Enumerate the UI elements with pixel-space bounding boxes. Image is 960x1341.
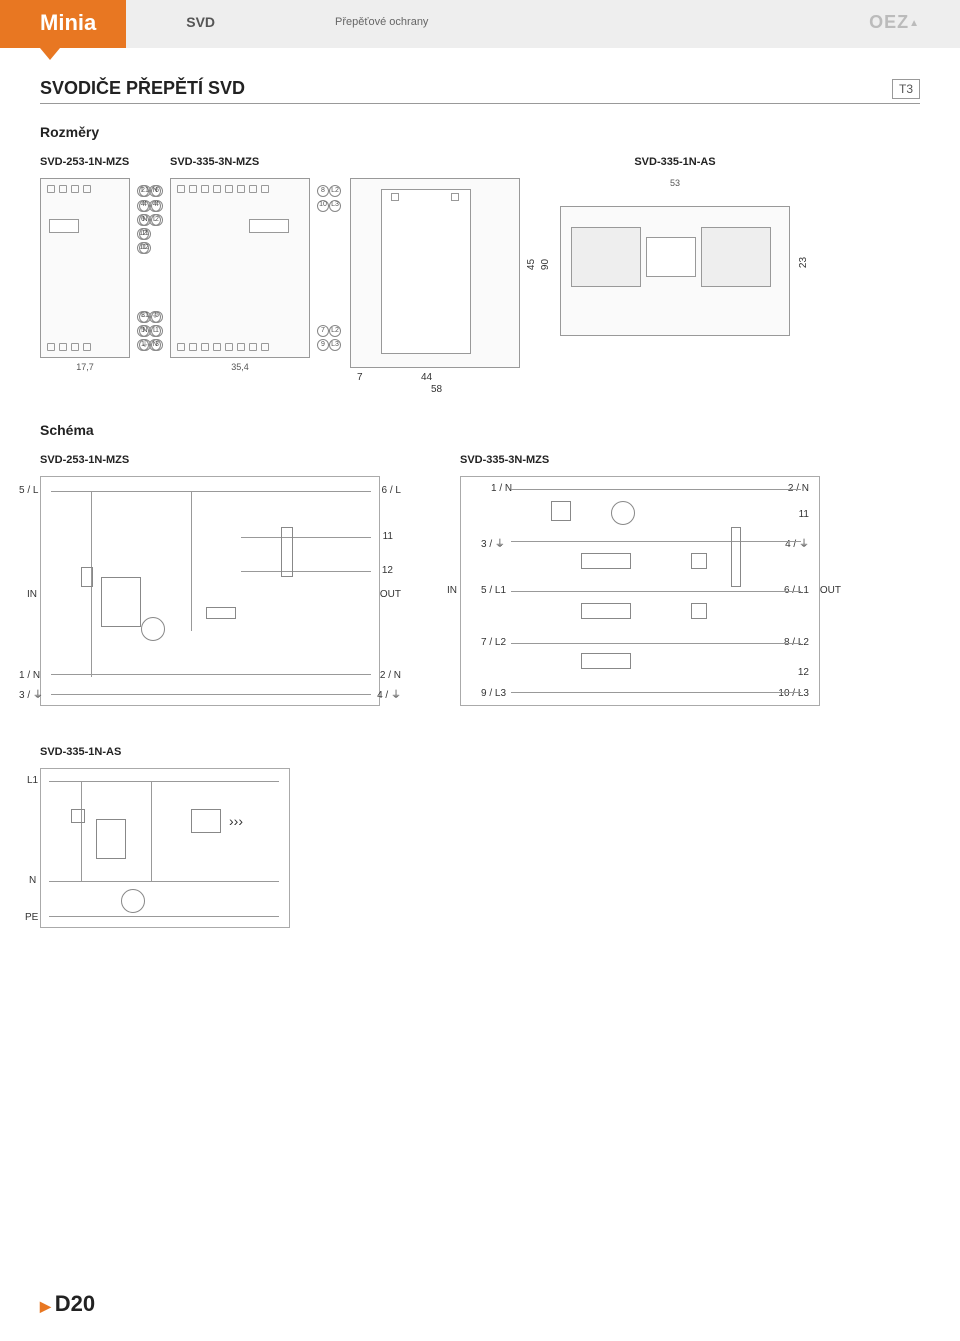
schema-row-1: SVD-253-1N-MZS 5 / L 6 / L IN OUT 11 12 …	[40, 454, 920, 706]
model-label: SVD-253-1N-MZS	[40, 454, 380, 466]
schema-m2: SVD-335-3N-MZS 1 / N 2 / N 3 / ⏚ 4 / ⏚ 5…	[460, 454, 820, 706]
section-schema: Schéma	[40, 422, 920, 438]
tag: T3	[892, 79, 920, 99]
logo: OEZ▲	[829, 0, 960, 48]
circuit-diagram-m2: 1 / N 2 / N 3 / ⏚ 4 / ⏚ 5 / L1 6 / L1 7 …	[460, 476, 820, 706]
pins-bot-r: 7L2 9L3	[317, 323, 341, 352]
title-row: SVODIČE PŘEPĚTÍ SVD T3	[40, 78, 920, 104]
model-label: SVD-335-3N-MZS	[170, 156, 310, 168]
dim-m2: SVD-335-3N-MZS L16 44 N2 11 12 8L2 10L3 …	[170, 156, 310, 372]
schema-m1: SVD-253-1N-MZS 5 / L 6 / L IN OUT 11 12 …	[40, 454, 380, 706]
dimensions-row: SVD-253-1N-MZS 2N 44 6L 12 11 3⏚ 5L 1N	[40, 156, 920, 372]
circuit-diagram-m1: 5 / L 6 / L IN OUT 11 12 1 / N 2 / N 3 /…	[40, 476, 380, 706]
model-label: SVD-335-1N-AS	[560, 156, 790, 168]
width-label: 17,7	[40, 362, 130, 372]
page-number: ▶D20	[40, 1291, 95, 1317]
front-view-m2: L16 44 N2 11 12 8L2 10L3 L15 N1 ⏚3 7L2	[170, 178, 310, 358]
pins-bot-l: L15 N1 ⏚3	[139, 308, 163, 351]
model-label: SVD-335-3N-MZS	[460, 454, 820, 466]
front-view-m1: 2N 44 6L 12 11 3⏚ 5L 1N	[40, 178, 130, 358]
brand: Minia	[0, 0, 126, 48]
dim-m3: SVD-335-1N-AS 53 23	[560, 156, 790, 372]
width-label: 35,4	[170, 362, 310, 372]
dim-m1: SVD-253-1N-MZS 2N 44 6L 12 11 3⏚ 5L 1N	[40, 156, 130, 372]
model-label: SVD-335-1N-AS	[40, 746, 920, 758]
section-dimensions: Rozměry	[40, 124, 920, 140]
content: ▶ SVODIČE PŘEPĚTÍ SVD T3 Rozměry SVD-253…	[0, 48, 960, 958]
header-subtitle: Přepěťové ochrany	[275, 0, 829, 48]
pins-top-l: L16 44 N2 11 12	[139, 183, 163, 254]
circuit-diagram-m3: L1 N PE ›››	[40, 768, 290, 928]
header-code: SVD	[126, 0, 275, 48]
header: Minia SVD Přepěťové ochrany OEZ▲	[0, 0, 960, 48]
dim-side: 7 44 58 45 90	[350, 178, 520, 372]
model-label: SVD-253-1N-MZS	[40, 156, 130, 168]
page-title: SVODIČE PŘEPĚTÍ SVD	[40, 78, 245, 99]
side-view: 7 44 58 45 90	[350, 178, 520, 368]
schema-m3: SVD-335-1N-AS L1 N PE ›››	[40, 746, 920, 928]
top-view-m3: 23	[560, 206, 790, 336]
pins-top-r: 8L2 10L3	[317, 183, 341, 212]
